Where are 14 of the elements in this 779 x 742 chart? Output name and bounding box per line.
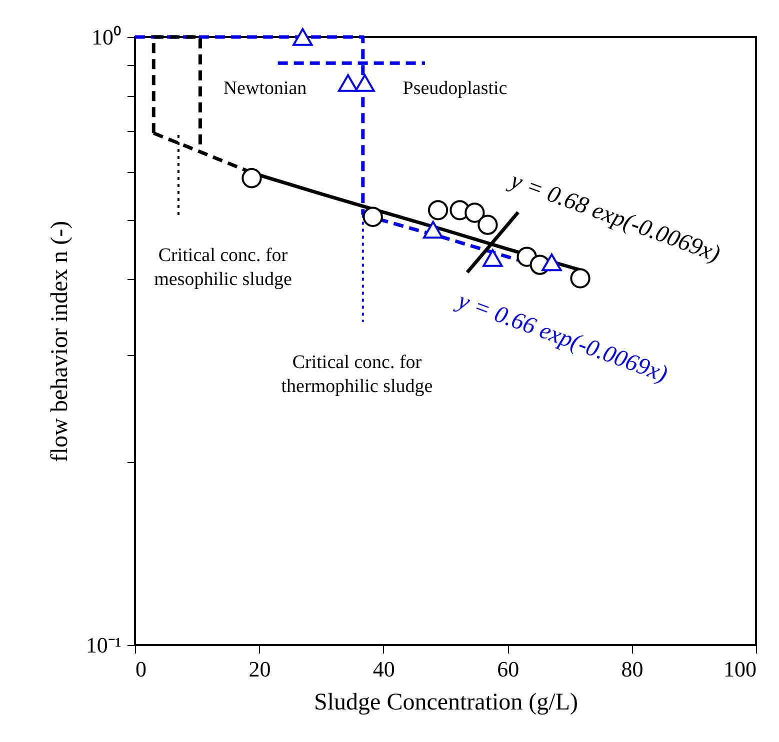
x-axis-title: Sludge Concentration (g/L) — [314, 690, 578, 716]
x-tick-label: 40 — [372, 656, 395, 682]
y-tick-label: 10⁰ — [92, 24, 122, 50]
annotation: Critical conc. for thermophilic sludge — [281, 352, 433, 397]
annotation: Newtonian — [223, 78, 308, 99]
y-tick-label: 10⁻¹ — [86, 632, 122, 658]
y-axis-title: flow behavior index n (-) — [46, 220, 73, 462]
x-tick-label: 0 — [136, 656, 146, 682]
x-tick-label: 100 — [724, 656, 756, 682]
annotation: Pseudoplastic — [402, 78, 508, 99]
x-tick-label: 20 — [248, 656, 271, 682]
x-tick-label: 80 — [621, 656, 644, 682]
x-tick-label: 60 — [497, 656, 520, 682]
annotation: Critical conc. for mesophilic sludge — [154, 245, 292, 290]
